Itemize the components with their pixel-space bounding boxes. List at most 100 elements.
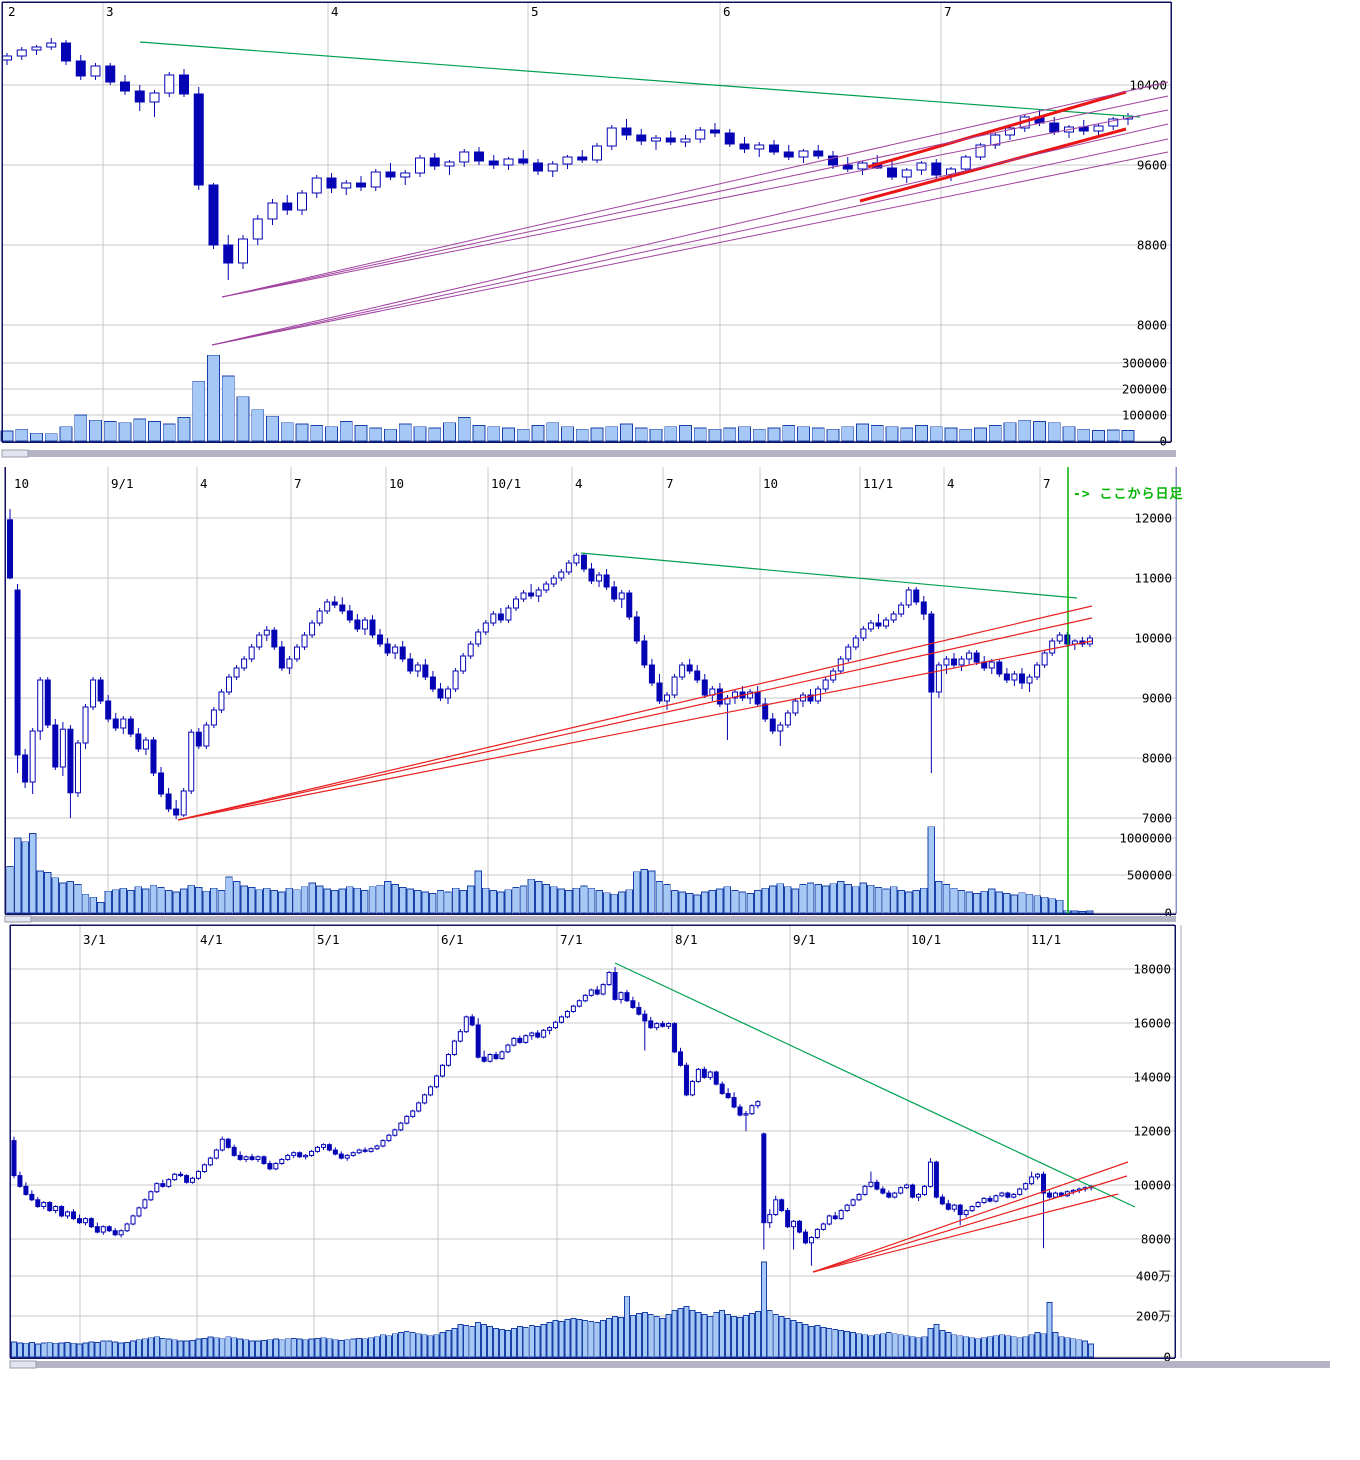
volume-bar <box>546 422 560 442</box>
candle-down <box>7 519 13 579</box>
candle-up <box>218 691 225 711</box>
price-axis-label: 11000 <box>1134 571 1172 586</box>
price-axis-label: 8000 <box>1137 318 1167 333</box>
volume-bar <box>475 1322 482 1358</box>
volume-bar <box>444 891 452 914</box>
candle-up <box>935 664 942 693</box>
volume-bar <box>469 1326 476 1358</box>
volume-bar <box>493 1328 499 1358</box>
volume-bar <box>308 882 316 914</box>
volume-bar <box>873 1334 880 1358</box>
candle-up <box>512 598 519 609</box>
candle-down <box>621 127 632 136</box>
candle-up <box>315 1146 320 1152</box>
volume-bar <box>862 1334 868 1358</box>
volume-bar <box>885 1332 892 1358</box>
candle-up <box>562 156 573 165</box>
candle-up <box>773 1199 779 1216</box>
candle-up <box>226 676 233 693</box>
volume-bar <box>376 884 384 914</box>
volume-bar <box>995 891 1004 914</box>
volume-bar <box>904 891 913 914</box>
horizontal-scrollbar[interactable] <box>5 916 1176 922</box>
candle-down <box>769 718 776 732</box>
volume-bar <box>202 890 211 914</box>
candle-up <box>65 1211 71 1217</box>
volume-bar <box>708 428 722 442</box>
candle-down <box>672 1023 678 1053</box>
volume-bar <box>64 1341 71 1358</box>
candle-up <box>564 1011 570 1018</box>
candle-up <box>958 658 965 666</box>
volume-bar <box>399 887 407 914</box>
volume-bar <box>772 1314 779 1358</box>
trend-line <box>812 1175 1128 1273</box>
volume-bar <box>104 890 112 914</box>
price-axis-label: 18000 <box>1133 962 1171 977</box>
candle-down <box>173 808 180 816</box>
volume-bar <box>403 1331 410 1358</box>
candle-up <box>201 1164 207 1173</box>
volume-bar <box>457 1324 464 1358</box>
candle-up <box>263 629 270 636</box>
volume-bar <box>957 1335 964 1358</box>
candle-up <box>707 1071 713 1078</box>
candle-down <box>481 1056 487 1062</box>
volume-bar <box>89 896 97 914</box>
date-tick-label: 6 <box>723 4 731 19</box>
volume-bar <box>693 894 701 914</box>
candle-down <box>14 589 21 756</box>
volume-bar <box>100 1340 107 1358</box>
volume-bar <box>1071 910 1079 914</box>
candle-down <box>338 1153 344 1159</box>
price-axis-label: 8800 <box>1137 238 1167 253</box>
candle-up <box>901 169 912 178</box>
volume-bar <box>162 423 176 442</box>
candle-up <box>392 1129 398 1136</box>
candle-down <box>807 694 814 702</box>
volume-bar <box>606 1318 613 1358</box>
horizontal-scrollbar[interactable] <box>10 1361 1330 1368</box>
volume-bar <box>346 886 354 914</box>
candle-up <box>883 619 890 627</box>
candle-up <box>188 731 195 792</box>
volume-bar <box>965 891 973 914</box>
candle-down <box>422 664 429 678</box>
candle-up <box>529 1032 535 1037</box>
candle-up <box>960 156 971 170</box>
scrollbar-thumb[interactable] <box>9 1360 37 1369</box>
scrollbar-thumb[interactable] <box>1 449 29 458</box>
volume-bar <box>361 890 369 914</box>
date-tick-label: 10/1 <box>911 932 941 947</box>
volume-axis-label: 0 <box>1163 1350 1171 1365</box>
candle-up <box>166 1179 172 1187</box>
volume-bar <box>207 354 220 442</box>
volume-bar <box>1004 1335 1011 1358</box>
volume-bar <box>748 1313 755 1358</box>
volume-bar <box>28 833 37 914</box>
volume-bar <box>595 890 603 914</box>
volume-bar <box>148 421 161 442</box>
volume-bar <box>826 1328 833 1358</box>
candle-up <box>1093 125 1104 132</box>
date-tick-label: 2 <box>8 4 16 19</box>
volume-bar <box>66 881 75 914</box>
volume-bar <box>707 1316 714 1358</box>
scrollbar-thumb[interactable] <box>4 915 32 923</box>
volume-bar <box>677 1307 684 1358</box>
volume-bar <box>969 1337 976 1358</box>
chart-middle: 12000 11000 10000 9000 8000 7000 1000000 500000… <box>4 467 1177 921</box>
candle-up <box>943 658 950 666</box>
horizontal-scrollbar[interactable] <box>2 450 1176 457</box>
volume-bar <box>89 419 102 442</box>
candle-up <box>898 604 905 615</box>
candle-up <box>1041 652 1048 666</box>
volume-axis-label: 400万 <box>1136 1269 1171 1284</box>
candle-down <box>533 162 543 172</box>
candle-down <box>208 184 219 246</box>
volume-bar <box>74 884 82 914</box>
candle-down <box>356 182 366 188</box>
volume-bar <box>164 890 173 914</box>
daily-from-here-note: -> ここから日足 <box>1073 487 1184 502</box>
candle-down <box>97 679 104 702</box>
